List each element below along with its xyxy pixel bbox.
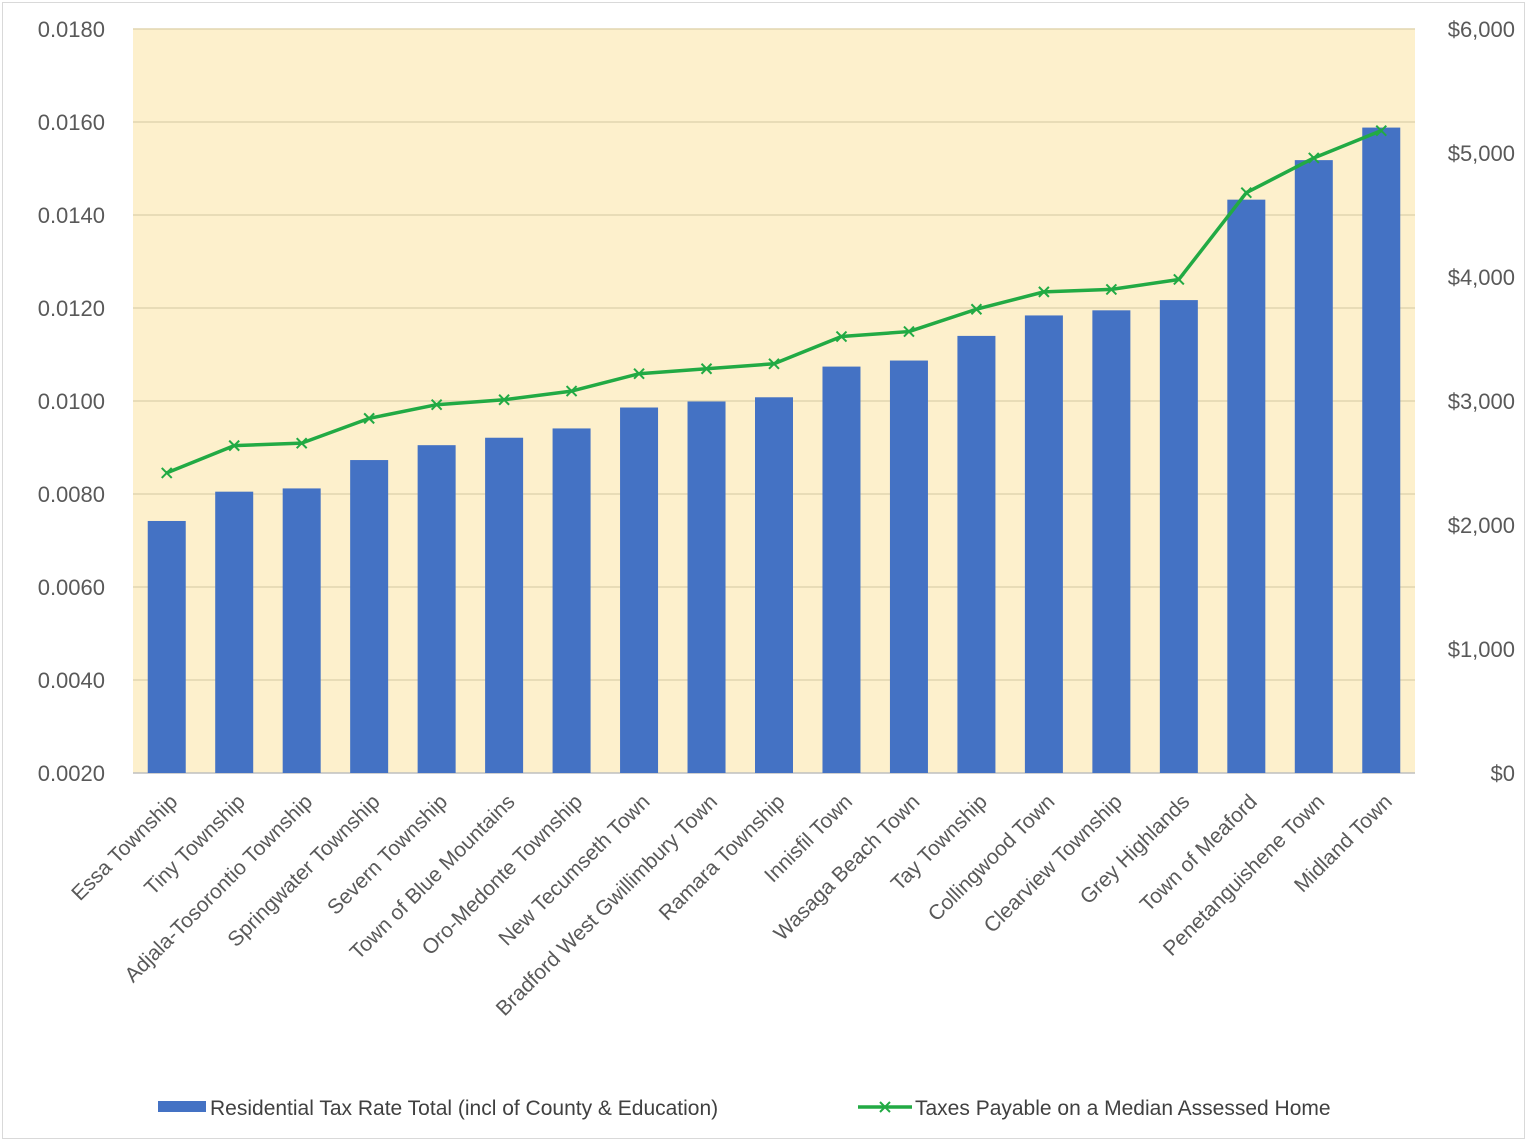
y-left-tick-label: 0.0160 (38, 110, 105, 135)
x-tick-label: Ramara Township (655, 790, 790, 925)
point-marker (498, 394, 510, 406)
bar (1294, 160, 1333, 773)
y-right-tick-label: $1,000 (1448, 637, 1515, 662)
legend-swatch-bar (158, 1101, 206, 1112)
line-point (970, 303, 983, 315)
bar (552, 428, 591, 773)
y-axis-left: 0.0020 0.0040 0.0060 0.0080 0.0100 0.0120 0.01… (38, 17, 105, 786)
line-point (228, 439, 240, 452)
legend: Residential Tax Rate Total (incl of Coun… (158, 1097, 1331, 1120)
bar (417, 445, 456, 773)
bar (889, 360, 928, 773)
line-point (1375, 124, 1387, 137)
bar (620, 407, 659, 773)
y-right-tick-label: $2,000 (1448, 513, 1515, 538)
bar (147, 520, 186, 773)
point-marker (295, 437, 308, 449)
line-point (903, 325, 915, 338)
y-right-tick-label: $5,000 (1448, 141, 1515, 166)
point-marker (1038, 286, 1050, 298)
point-marker (633, 368, 645, 380)
point-marker (1173, 273, 1185, 286)
line-point (498, 394, 510, 406)
y-right-tick-label: $6,000 (1448, 17, 1515, 42)
y-left-tick-label: 0.0140 (38, 203, 105, 228)
x-tick-label: Severn Township (323, 790, 452, 919)
x-tick-label: Collingwood Town (924, 790, 1060, 926)
point-marker (700, 363, 713, 375)
point-marker (970, 303, 983, 315)
x-tick-label: Town of Meaford (1136, 790, 1262, 916)
line-point (565, 385, 578, 397)
point-marker (835, 330, 848, 343)
line-point (633, 368, 645, 380)
point-marker (161, 467, 173, 479)
line-point (835, 330, 848, 343)
bar (957, 335, 996, 773)
line-point (768, 358, 780, 370)
y-left-tick-label: 0.0100 (38, 389, 105, 414)
point-marker (1375, 124, 1387, 137)
bar (1159, 300, 1198, 773)
bar (1024, 315, 1063, 773)
line-point (295, 437, 308, 449)
y-axis-right: $0 $1,000 $2,000 $3,000 $4,000 $5,000 $6,000 (1448, 17, 1515, 786)
y-left-tick-label: 0.0020 (38, 761, 105, 786)
point-marker (903, 325, 915, 338)
bar (350, 460, 389, 773)
point-marker (1105, 283, 1118, 296)
legend-label-line: Taxes Payable on a Median Assessed Home (915, 1097, 1331, 1120)
bar (485, 437, 524, 773)
line-point (430, 399, 443, 411)
line-point (700, 363, 713, 375)
line-series (161, 124, 1387, 479)
y-left-tick-label: 0.0180 (38, 17, 105, 42)
line-point (1308, 152, 1320, 164)
point-marker (363, 412, 375, 425)
bar (1092, 310, 1131, 773)
bar (687, 401, 726, 773)
y-left-tick-label: 0.0120 (38, 296, 105, 321)
point-marker (768, 358, 780, 370)
legend-marker (879, 1101, 891, 1113)
line-point (1105, 283, 1118, 296)
legend-label-bar: Residential Tax Rate Total (incl of Coun… (210, 1097, 718, 1120)
y-left-tick-label: 0.0060 (38, 575, 105, 600)
point-marker (565, 385, 578, 397)
point-marker (228, 439, 240, 452)
bar (755, 397, 793, 773)
y-left-tick-label: 0.0040 (38, 668, 105, 693)
bar (1362, 127, 1401, 773)
y-right-tick-label: $3,000 (1448, 389, 1515, 414)
line-point (1240, 186, 1253, 199)
point-marker (430, 399, 443, 411)
bar (822, 366, 861, 773)
point-marker (1308, 152, 1320, 164)
bar (1227, 199, 1266, 773)
line-point (1173, 273, 1185, 286)
y-right-tick-label: $0 (1491, 761, 1515, 786)
y-left-tick-label: 0.0080 (38, 482, 105, 507)
bar (282, 488, 321, 773)
legend-marker-stroke (879, 1101, 891, 1113)
line-point (1038, 286, 1050, 298)
point-marker (1240, 186, 1253, 199)
y-right-tick-label: $4,000 (1448, 265, 1515, 290)
line-point (161, 467, 173, 479)
bar (215, 491, 254, 773)
bar-series (147, 127, 1401, 773)
line-point (363, 412, 375, 425)
